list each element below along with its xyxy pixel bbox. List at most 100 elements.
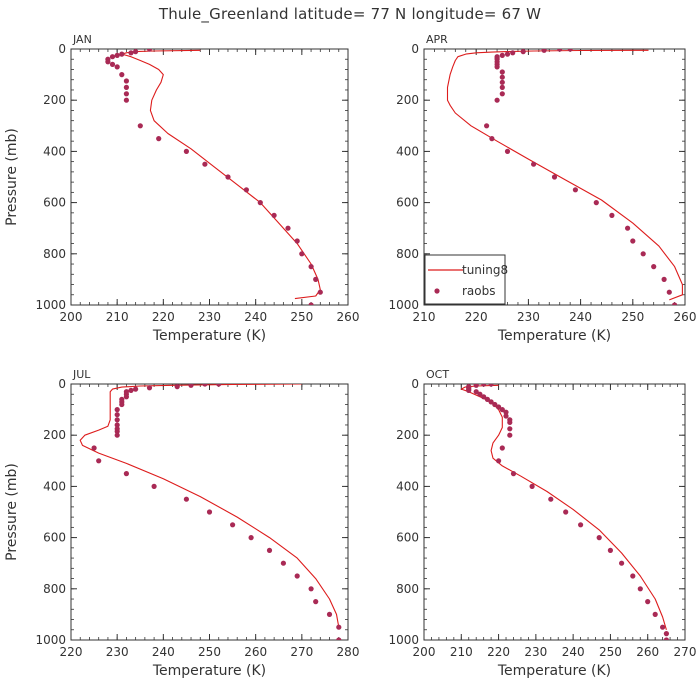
data-point-raobs (317, 289, 323, 295)
data-point-raobs (109, 54, 116, 60)
data-point-raobs (183, 148, 189, 154)
data-point-raobs (146, 49, 153, 52)
data-point-raobs (541, 49, 547, 53)
x-tick-label: 200 (413, 645, 436, 659)
panel-jan: JAN 200 210 220 230 240 250 260 0 200 400 600 800 100… (4, 33, 359, 344)
data-point-raobs (499, 79, 505, 85)
data-point-raobs (494, 64, 500, 70)
data-point-raobs (473, 389, 479, 395)
data-point-raobs (308, 586, 314, 592)
x-tick-label: 260 (244, 645, 267, 659)
x-tick-label: 250 (599, 645, 622, 659)
x-tick-label: 260 (337, 310, 360, 324)
x-tick-label: 210 (106, 310, 129, 324)
x-axis-label: Temperature (K) (152, 663, 266, 679)
data-point-raobs (206, 509, 213, 515)
x-tick-label: 260 (674, 310, 697, 324)
data-point-raobs (529, 483, 535, 489)
y-tick-label: 600 (396, 196, 419, 210)
data-point-raobs (119, 401, 125, 408)
data-point-raobs (567, 49, 573, 52)
data-point-raobs (488, 399, 494, 405)
data-point-raobs (499, 84, 505, 90)
y-tick-label: 600 (43, 196, 66, 210)
data-point-raobs (133, 386, 139, 392)
data-point-raobs (481, 384, 487, 387)
plot-frame (423, 48, 686, 306)
data-point-raobs (183, 496, 189, 502)
data-point-raobs (499, 91, 505, 97)
x-tick-label: 240 (152, 645, 175, 659)
x-tick-label: 200 (60, 310, 83, 324)
data-area (460, 384, 670, 640)
data-point-raobs (645, 599, 651, 605)
data-point-raobs (507, 432, 513, 438)
data-point-raobs (248, 535, 254, 541)
data-point-raobs (593, 200, 599, 206)
data-point-raobs (494, 97, 500, 103)
data-point-raobs (105, 59, 111, 65)
data-point-raobs (128, 50, 134, 56)
data-point-raobs (507, 426, 513, 432)
y-axis-label: Pressure (mb) (4, 128, 20, 226)
legend-label-line: tuning8 (462, 263, 508, 277)
data-point-raobs (609, 212, 615, 218)
x-tick-label: 210 (413, 310, 436, 324)
data-point-raobs (119, 72, 125, 78)
data-point-raobs (128, 387, 134, 393)
x-tick-label: 250 (290, 310, 313, 324)
data-point-raobs (663, 637, 669, 640)
series-line-tuning8 (121, 49, 321, 300)
series-line-tuning8 (79, 384, 340, 628)
data-point-raobs (123, 97, 129, 103)
data-point-raobs (488, 384, 494, 387)
data-point-raobs (133, 49, 139, 55)
data-point-raobs (230, 522, 236, 528)
data-point-raobs (96, 458, 102, 464)
data-point-raobs (202, 384, 208, 387)
data-point-raobs (477, 391, 483, 397)
data-point-raobs (109, 61, 116, 67)
y-tick-label: 0 (411, 42, 419, 56)
y-tick-label: 400 (43, 144, 66, 158)
data-point-raobs (651, 264, 657, 270)
data-point-raobs (484, 396, 490, 402)
y-tick-label: 1000 (388, 633, 419, 647)
data-point-raobs (266, 547, 273, 554)
y-tick-label: 800 (396, 247, 419, 261)
data-point-raobs (123, 394, 129, 400)
panel-jul: JUL 220 230 240 250 260 270 280 0 200 400 600 800 100… (4, 368, 359, 679)
data-point-raobs (114, 52, 120, 59)
data-point-raobs (114, 422, 120, 428)
data-point-raobs (661, 276, 667, 282)
data-point-raobs (563, 509, 569, 515)
y-tick-label: 400 (396, 479, 419, 493)
data-point-raobs (496, 404, 502, 410)
y-tick-label: 1000 (35, 298, 66, 312)
y-tick-label: 200 (396, 93, 419, 107)
data-point-raobs (630, 238, 636, 244)
data-point-raobs (625, 225, 631, 231)
series-line-tuning8 (460, 384, 667, 630)
data-point-raobs (119, 51, 125, 57)
data-point-raobs (660, 624, 666, 630)
x-tick-label: 210 (450, 645, 473, 659)
y-tick-label: 200 (43, 93, 66, 107)
data-point-raobs (294, 573, 300, 579)
data-point-raobs (510, 471, 517, 477)
data-point-raobs (637, 586, 643, 592)
data-point-raobs (225, 174, 231, 180)
data-point-raobs (507, 419, 513, 425)
data-point-raobs (294, 238, 300, 244)
panel-title: OCT (426, 368, 449, 381)
x-tick-label: 260 (636, 645, 659, 659)
data-point-raobs (114, 407, 120, 413)
data-point-raobs (308, 302, 314, 305)
data-point-raobs (666, 289, 672, 295)
data-point-raobs (499, 69, 505, 75)
y-tick-label: 400 (43, 479, 66, 493)
data-point-raobs (630, 573, 636, 579)
data-point-raobs (499, 52, 505, 59)
data-point-raobs (91, 445, 97, 451)
